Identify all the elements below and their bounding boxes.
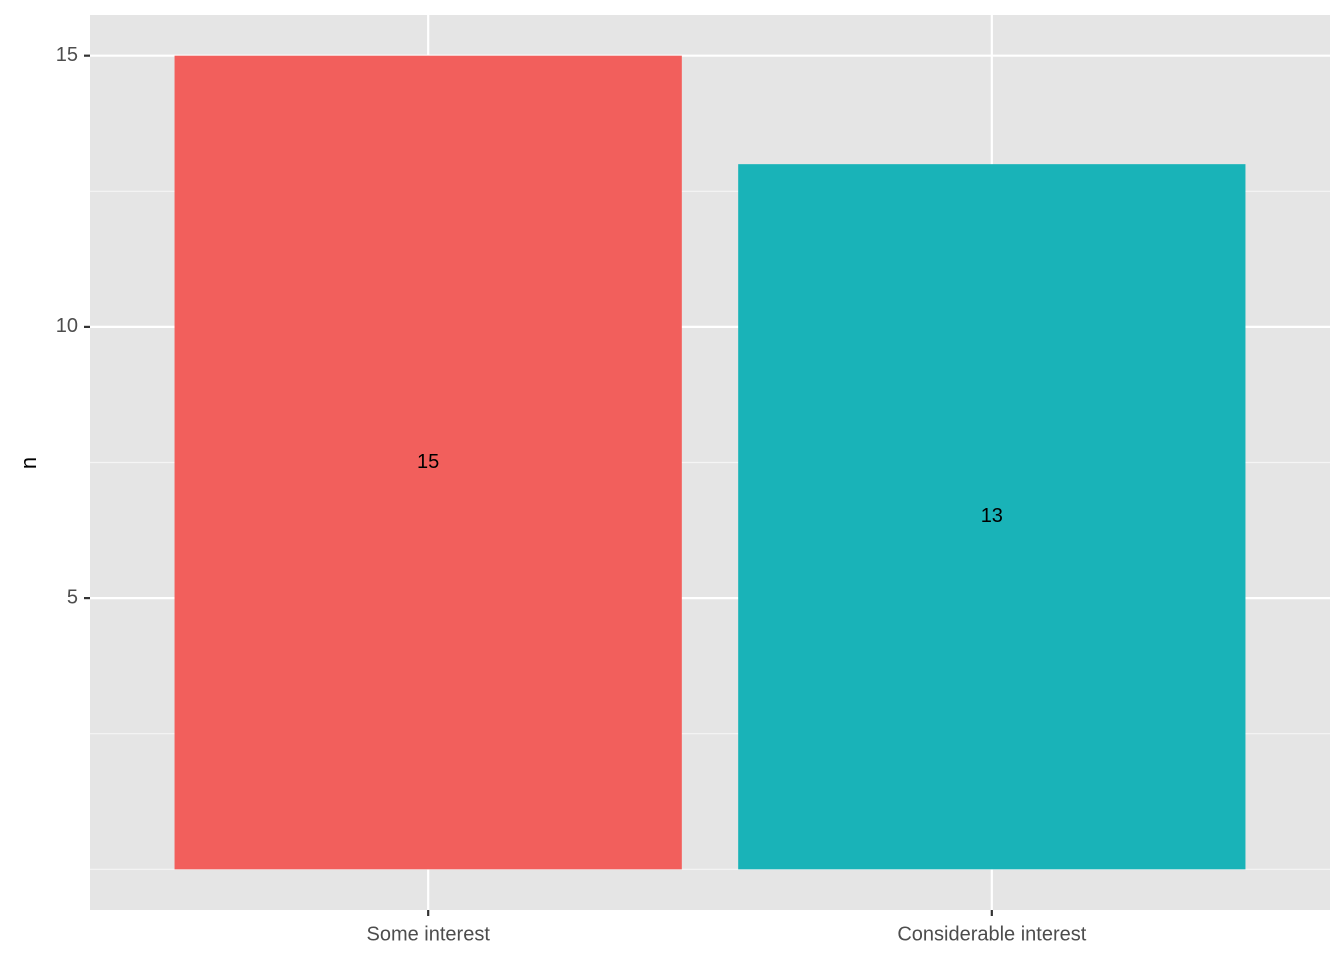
data-label: 13 <box>981 505 1003 527</box>
y-tick-label: 5 <box>67 586 78 608</box>
y-axis-label: n <box>16 457 41 469</box>
bar <box>174 55 682 870</box>
x-tick-label: Considerable interest <box>897 923 1086 945</box>
x-tick-label: Some interest <box>366 923 490 945</box>
bar <box>738 164 1246 870</box>
data-label: 15 <box>417 451 439 473</box>
y-tick-label: 15 <box>56 44 78 66</box>
y-tick-label: 10 <box>56 315 78 337</box>
